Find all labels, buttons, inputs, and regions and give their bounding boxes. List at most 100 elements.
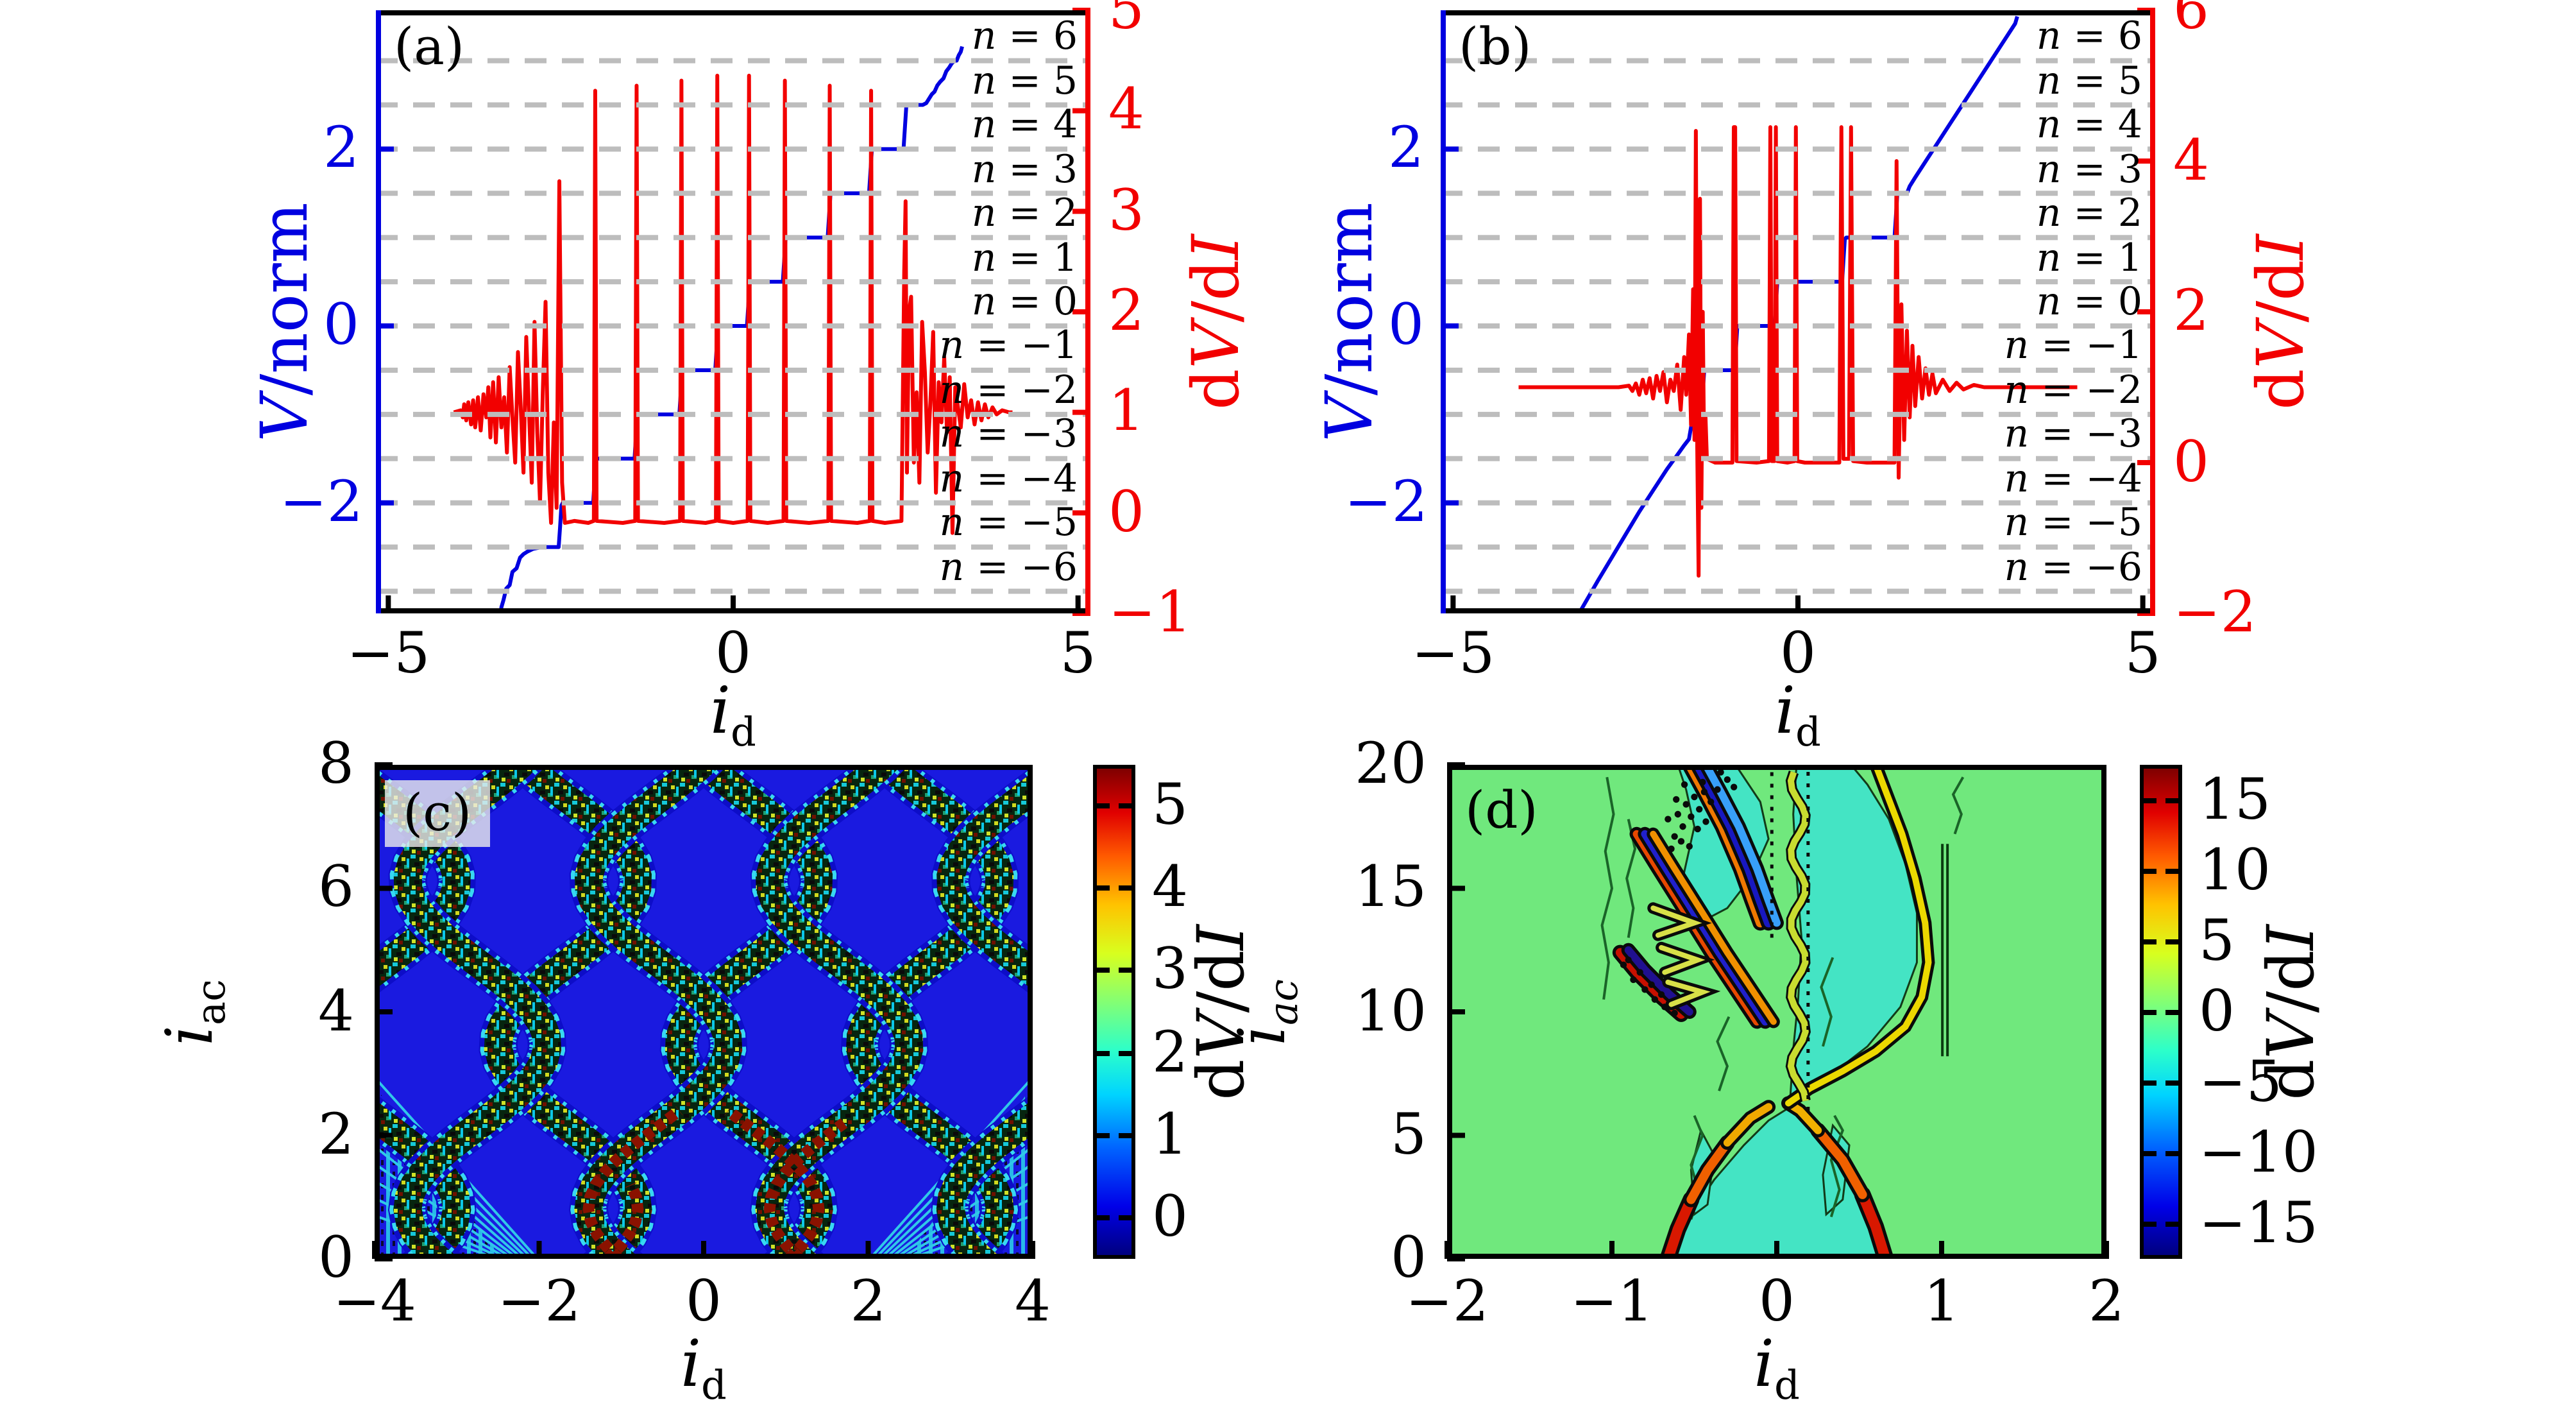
colorbar-tick bbox=[2165, 798, 2178, 803]
y-axis-label-left: V/norm bbox=[248, 202, 322, 442]
colorbar-tick bbox=[1119, 1132, 1131, 1138]
x-tick-label: −2 bbox=[1405, 1269, 1489, 1335]
panel-d-letter: (d) bbox=[1465, 781, 1538, 841]
colorbar-tick bbox=[1119, 1050, 1131, 1056]
y-tick-label-right: 0 bbox=[1108, 479, 1144, 545]
n-label: n = −2 bbox=[2004, 368, 2142, 413]
streak bbox=[1686, 1138, 1732, 1204]
colorbar-tick-label: −5 bbox=[2199, 1049, 2282, 1114]
streak bbox=[1693, 765, 1774, 928]
speckle-dot bbox=[1724, 776, 1731, 783]
y-axis-label: iac bbox=[1225, 978, 1307, 1045]
x-tick-label: 0 bbox=[1759, 1269, 1795, 1335]
x-tick-label: −5 bbox=[346, 621, 430, 687]
y-tick-label-right: 6 bbox=[2173, 0, 2209, 42]
speckle-dot bbox=[1651, 996, 1659, 1003]
panel-c-letter: (c) bbox=[385, 780, 490, 847]
colorbar-tick-label: 5 bbox=[2199, 908, 2235, 973]
colorbar-tick bbox=[2144, 1080, 2157, 1085]
speckle-dot bbox=[1702, 818, 1709, 825]
y-tick-label-left: 0 bbox=[1388, 293, 1424, 359]
n-label: n = 4 bbox=[2036, 103, 2142, 148]
colorbar-c bbox=[1093, 765, 1135, 1259]
n-label: n = −6 bbox=[939, 545, 1078, 590]
y-tick-label-right: 5 bbox=[1108, 0, 1144, 42]
speckle-dot bbox=[1630, 976, 1637, 984]
y-tick-label: 15 bbox=[1355, 855, 1427, 921]
panel-a-plot bbox=[376, 8, 1090, 616]
y-tick-label-right: −1 bbox=[1108, 580, 1192, 645]
y-tick-label: 4 bbox=[318, 978, 354, 1044]
speckle-dot bbox=[1671, 1009, 1678, 1017]
panel-d-plot bbox=[1445, 762, 2109, 1261]
y-tick-label-right: 1 bbox=[1108, 379, 1144, 445]
contour-squiggle bbox=[1820, 957, 1835, 1047]
speckle-dot bbox=[1657, 991, 1665, 998]
y-axis-label: iac bbox=[153, 978, 235, 1045]
y-tick-label: 0 bbox=[1391, 1225, 1427, 1291]
n-label: n = −5 bbox=[939, 500, 1078, 546]
y-tick-label-right: 2 bbox=[2173, 278, 2209, 344]
colorbar-tick-label: −10 bbox=[2199, 1120, 2318, 1185]
streak bbox=[1641, 830, 1769, 1026]
speckle-dot bbox=[1714, 786, 1721, 793]
x-tick-label: −2 bbox=[497, 1269, 581, 1335]
speckle-dot bbox=[1694, 825, 1701, 833]
n-label: n = 3 bbox=[2036, 147, 2142, 192]
colorbar-tick bbox=[2144, 1009, 2157, 1014]
n-label: n = 6 bbox=[971, 14, 1078, 60]
speckle-dot bbox=[1661, 1003, 1668, 1011]
speckle-dot bbox=[1686, 842, 1693, 850]
y-tick-label: 6 bbox=[318, 855, 354, 921]
n-label: n = 2 bbox=[2036, 191, 2142, 237]
panel-c-plot bbox=[372, 762, 1035, 1261]
n-label: n = 1 bbox=[971, 235, 1078, 281]
colorbar-tick bbox=[2165, 939, 2178, 944]
colorbar-tick bbox=[1097, 1215, 1110, 1220]
speckle-dot bbox=[1688, 813, 1695, 821]
speckle-dot bbox=[1717, 769, 1724, 776]
colorbar-tick-label: −15 bbox=[2199, 1190, 2318, 1256]
n-label: n = 5 bbox=[2036, 58, 2142, 104]
speckle-dot bbox=[1681, 781, 1688, 788]
band-red-core bbox=[582, 1106, 683, 1259]
band-red-core bbox=[603, 1182, 644, 1259]
colorbar-tick bbox=[2165, 1150, 2178, 1156]
colorbar-tick-label: 0 bbox=[2199, 978, 2235, 1044]
colorbar-tick-label: 0 bbox=[1152, 1184, 1188, 1250]
colorbar-tick bbox=[2144, 868, 2157, 873]
y-tick-label-right: 2 bbox=[1108, 278, 1144, 344]
y-axis-label-right: dV/dI bbox=[1179, 234, 1253, 410]
n-label: n = 0 bbox=[971, 280, 1078, 325]
speckle-dot bbox=[1671, 833, 1678, 840]
band-red-core bbox=[763, 1118, 848, 1259]
x-tick-label: 5 bbox=[1060, 621, 1096, 687]
colorbar-tick bbox=[1097, 1132, 1110, 1138]
panel-a-letter: (a) bbox=[394, 18, 465, 77]
n-label: n = 3 bbox=[971, 147, 1078, 192]
colorbar-tick bbox=[1119, 885, 1131, 891]
streak bbox=[1723, 1103, 1773, 1147]
colorbar-tick-label: 4 bbox=[1152, 855, 1188, 921]
curve-dvdi bbox=[1518, 125, 2078, 578]
contour-squiggle bbox=[1829, 1114, 1845, 1218]
speckle-dot bbox=[1648, 981, 1655, 988]
speckle-dot bbox=[1625, 956, 1632, 964]
speckle-dot bbox=[1700, 789, 1708, 796]
x-tick-label: 4 bbox=[1015, 1269, 1051, 1335]
y-tick-label-left: 0 bbox=[323, 293, 359, 359]
colorbar-tick bbox=[1119, 1215, 1131, 1220]
n-label: n = 5 bbox=[971, 58, 1078, 104]
n-label: n = −3 bbox=[2004, 412, 2142, 457]
y-tick-label-right: 4 bbox=[2173, 128, 2209, 193]
n-label: n = 2 bbox=[971, 191, 1078, 237]
streak bbox=[1857, 1189, 1891, 1259]
x-tick-label: 0 bbox=[715, 621, 751, 687]
y-axis-label-right: dV/dI bbox=[2244, 234, 2318, 410]
x-tick-label: −1 bbox=[1570, 1269, 1654, 1335]
y-tick-label: 10 bbox=[1355, 978, 1427, 1044]
n-label: n = −6 bbox=[2004, 545, 2142, 590]
y-tick-label: 2 bbox=[318, 1102, 354, 1168]
streak bbox=[1650, 905, 1702, 938]
x-tick-label: −5 bbox=[1411, 621, 1495, 687]
